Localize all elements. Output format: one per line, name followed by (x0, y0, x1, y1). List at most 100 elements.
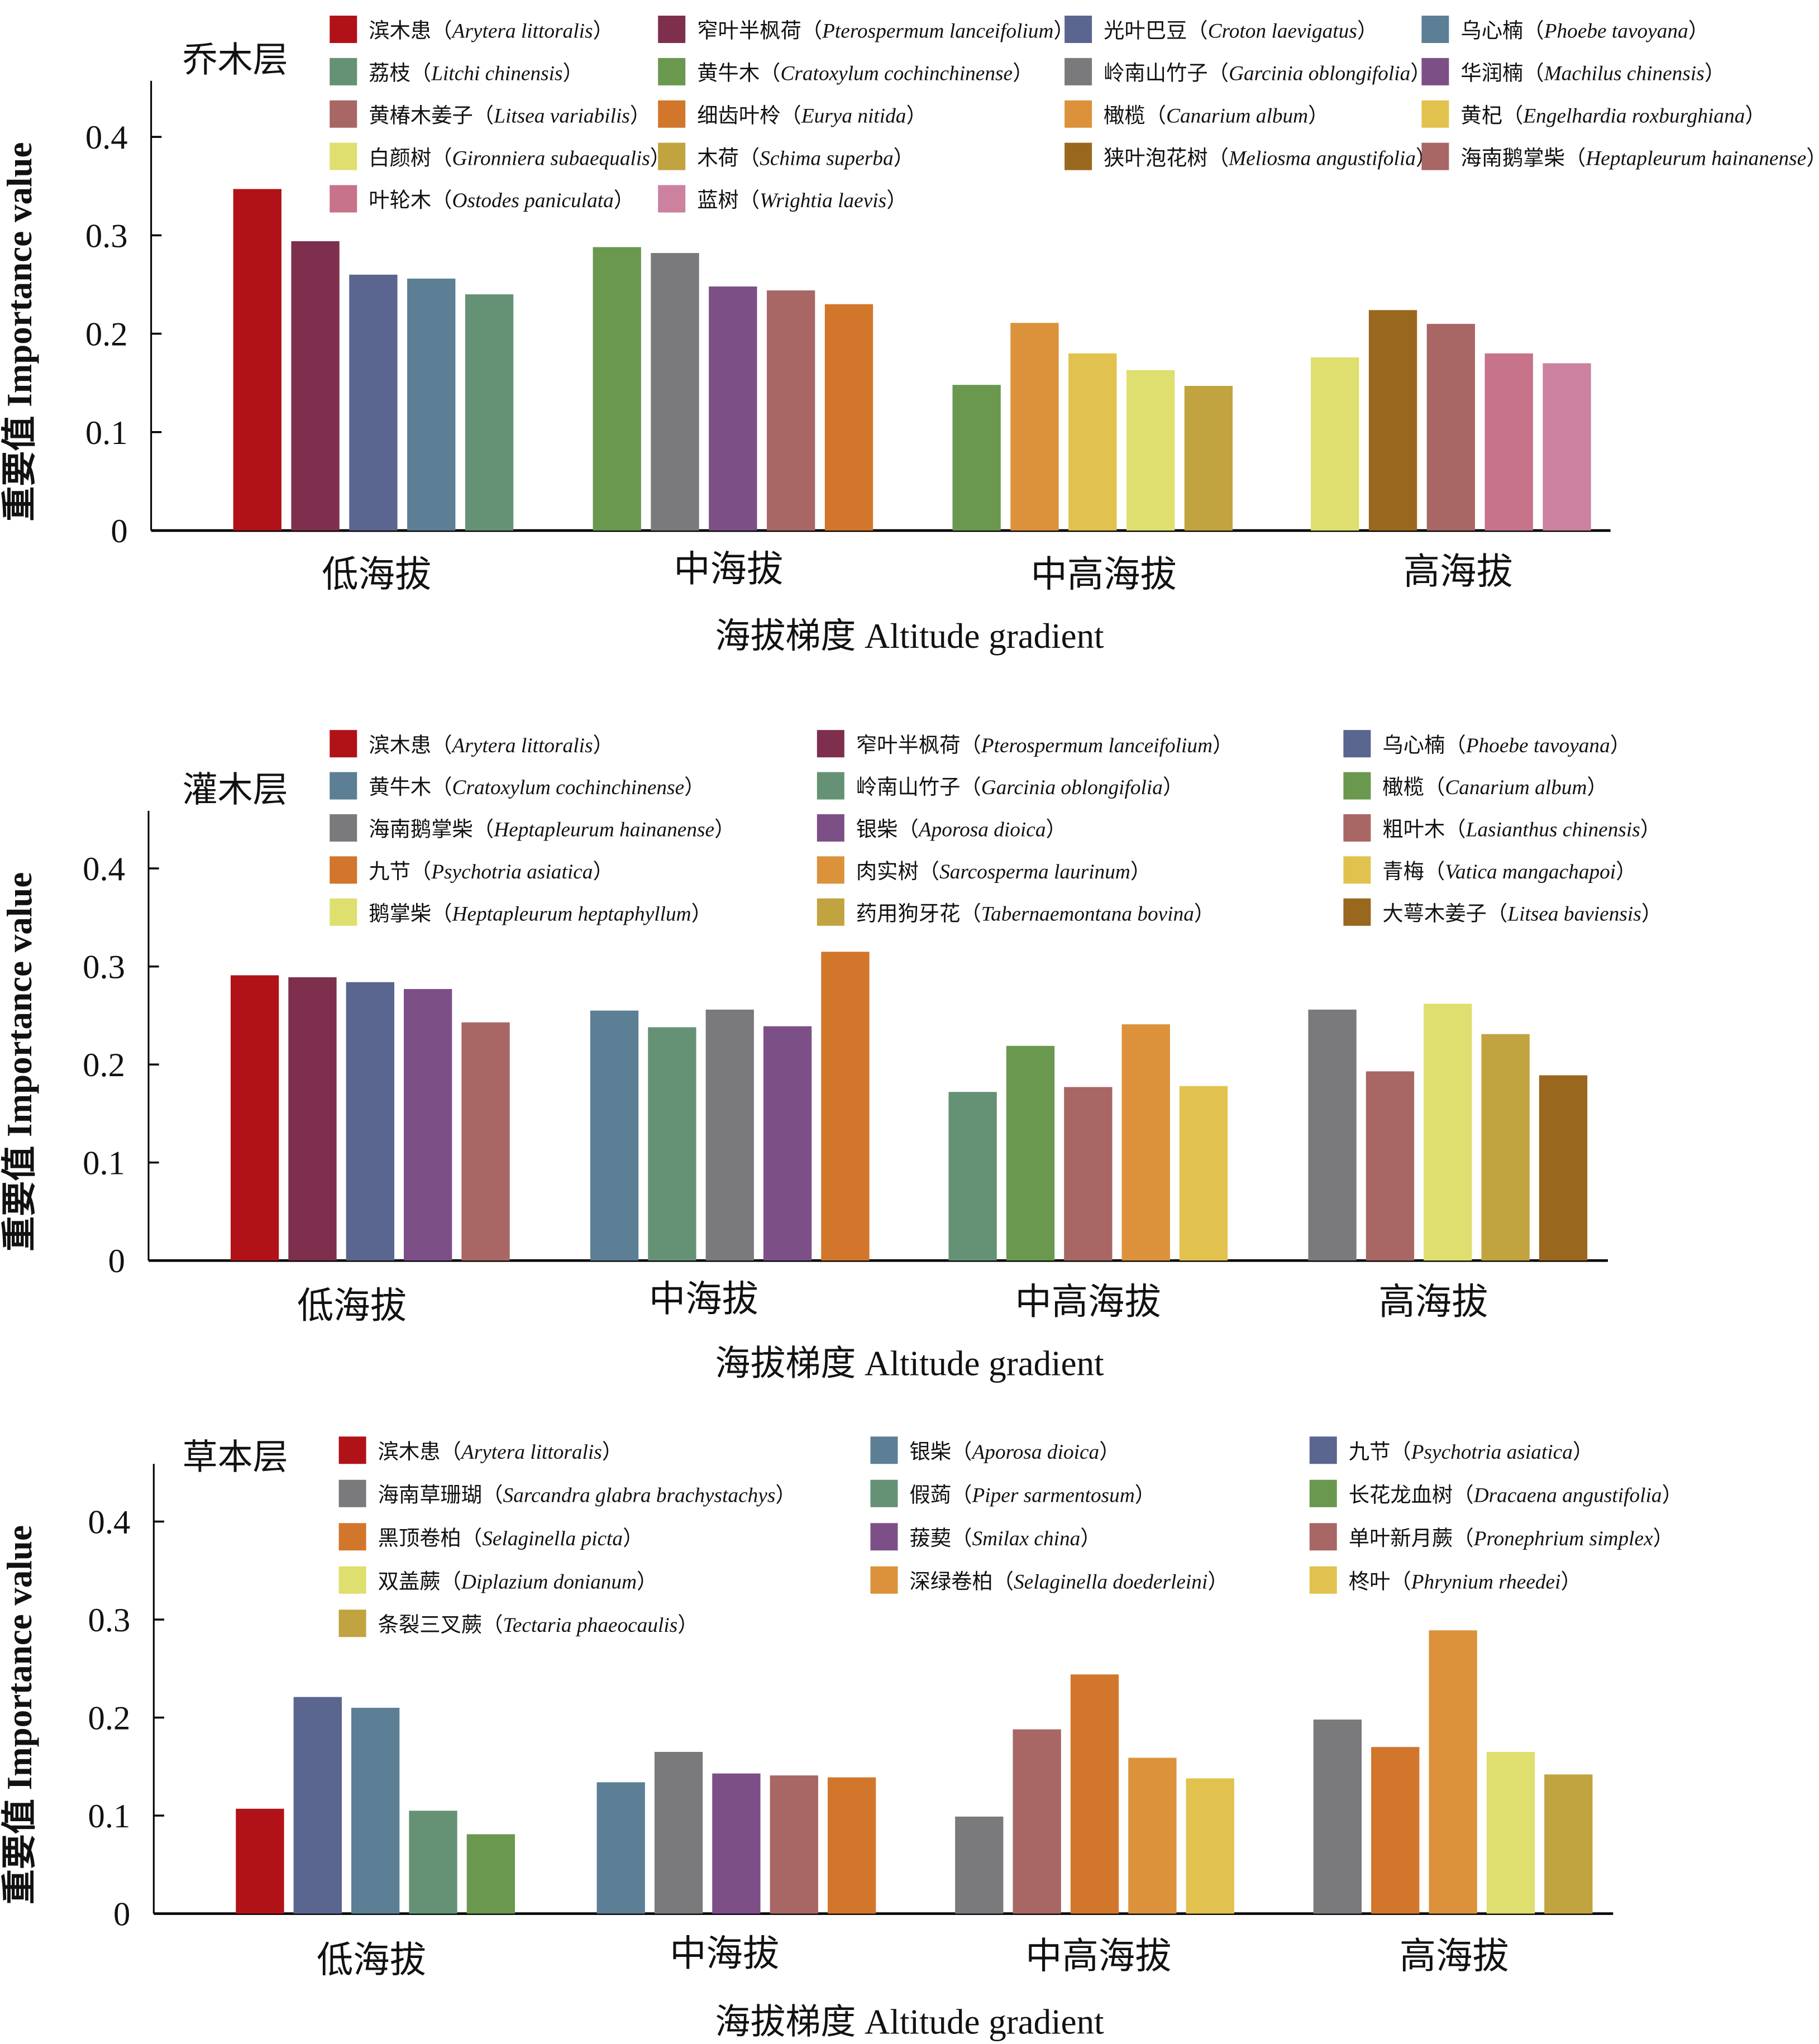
legend-cn-name: 黑顶卷柏 (378, 1527, 461, 1550)
legend-paren-close: ） (894, 147, 914, 170)
legend-cn-name: 条裂三叉蕨 (378, 1613, 483, 1637)
legend-cn-name: 岭南山竹子 (1104, 63, 1208, 85)
legend-latin-name: Arytera littoralis (460, 1441, 602, 1464)
legend-item: 深绿卷柏（Selaginella doederleini） (870, 1566, 1229, 1594)
x-axis-label: 海拔梯度 Altitude gradient (715, 2002, 1104, 2041)
legend-paren-open: （ (1145, 104, 1166, 127)
legend-paren-open: （ (993, 1570, 1014, 1593)
legend-swatch (330, 142, 357, 170)
legend-paren-close: ） (1705, 63, 1725, 85)
legend-label: 深绿卷柏（Selaginella doederleini） (910, 1570, 1229, 1593)
legend-latin-name: Litchi chinensis (431, 63, 562, 85)
legend-paren-open: （ (897, 819, 918, 842)
legend-swatch (1421, 100, 1449, 128)
legend-swatch (330, 58, 357, 85)
legend-paren-close: ） (1135, 1484, 1156, 1507)
legend-latin-name: Cratoxylum cochinchinense (781, 63, 1013, 85)
legend-label: 乌心楠（Phoebe tavoyana） (1382, 734, 1631, 757)
bar (1006, 1045, 1055, 1261)
legend-paren-close: ） (886, 189, 907, 212)
legend-paren-close: ） (1640, 819, 1661, 842)
legend-label: 银柴（Aporosa dioica） (910, 1441, 1120, 1464)
legend-paren-close: ） (563, 63, 584, 85)
legend-label: 假蒟（Piper sarmentosum） (910, 1484, 1156, 1507)
legend-paren-open: （ (1453, 1527, 1473, 1550)
legend-paren-close: ） (602, 1441, 623, 1464)
y-tick-label: 0 (108, 1243, 125, 1280)
legend-latin-name: Lasianthus chinensis (1465, 819, 1640, 842)
legend-swatch (330, 730, 357, 758)
legend-paren-close: ） (775, 1484, 796, 1507)
bar (763, 1026, 812, 1261)
bar (1010, 323, 1059, 531)
bar (291, 241, 340, 531)
legend-item: 岭南山竹子（Garcinia oblongifolia） (817, 772, 1183, 800)
legend-swatch (658, 142, 686, 170)
bar (1544, 1774, 1593, 1914)
legend-latin-name: Meliosma angustifolia (1228, 147, 1416, 170)
bar (1543, 363, 1591, 531)
legend-latin-name: Litsea variabilis (493, 104, 630, 127)
legend-latin-name: Piper sarmentosum (971, 1484, 1134, 1507)
legend-swatch (658, 100, 686, 128)
legend-label: 黑顶卷柏（Selaginella picta） (378, 1527, 644, 1550)
bar (407, 278, 456, 531)
legend-item: 海南鹅掌柴（Heptapleurum hainanense） (330, 814, 735, 842)
legend-latin-name: Arytera littoralis (451, 20, 593, 43)
legend-paren-close: ） (1662, 1484, 1683, 1507)
legend-label: 黄杞（Engelhardia roxburghiana） (1460, 104, 1765, 127)
legend-cn-name: 肉实树 (856, 860, 919, 883)
bar (233, 189, 281, 531)
x-tick-label: 高海拔 (1378, 1282, 1488, 1322)
y-tick-label: 0.3 (83, 949, 125, 986)
bar (409, 1811, 457, 1914)
legend-swatch (870, 1523, 898, 1551)
legend-latin-name: Phoebe tavoyana (1465, 734, 1610, 757)
legend-latin-name: Croton laevigatus (1208, 20, 1357, 43)
legend-cn-name: 黄椿木姜子 (369, 104, 473, 127)
y-tick-label: 0.3 (85, 217, 128, 255)
legend-paren-open: （ (1187, 20, 1207, 43)
legend-label: 乌心楠（Phoebe tavoyana） (1460, 20, 1709, 43)
y-tick-label: 0.2 (83, 1047, 125, 1084)
bar (596, 1782, 645, 1914)
bar (1013, 1729, 1061, 1914)
legend-latin-name: Selaginella picta (482, 1527, 623, 1550)
bar (236, 1808, 284, 1914)
legend-cn-name: 海南鹅掌柴 (369, 818, 473, 842)
legend-cn-name: 黄杞 (1460, 104, 1502, 127)
legend-label: 华润楠（Machilus chinensis） (1460, 62, 1725, 85)
legend-paren-close: ） (906, 104, 927, 127)
legend-paren-open: （ (1424, 861, 1445, 883)
legend-paren-open: （ (431, 776, 452, 799)
legend-item: 双盖蕨（Diplazium donianum） (338, 1566, 657, 1594)
legend-paren-open: （ (1565, 147, 1586, 170)
legend-swatch (870, 1566, 898, 1594)
layer-title: 灌木层 (183, 771, 288, 810)
legend-item: 海南鹅掌柴（Heptapleurum hainanense） (1421, 142, 1819, 170)
legend-paren-open: （ (1424, 776, 1445, 799)
legend-item: 狭叶泡花树（Meliosma angustifolia） (1064, 142, 1436, 170)
bar (349, 274, 398, 531)
y-axis-label: 重要值 Importance value (0, 1525, 39, 1904)
legend-paren-open: （ (951, 1527, 972, 1550)
legend-swatch (1309, 1479, 1337, 1507)
legend-swatch (1064, 142, 1092, 170)
legend-cn-name: 蓝树 (697, 189, 739, 212)
legend-paren-open: （ (1445, 734, 1465, 757)
legend-item: 假蒟（Piper sarmentosum） (870, 1479, 1156, 1507)
legend-label: 肉实树（Sarcosperma laurinum） (856, 860, 1151, 883)
legend-cn-name: 药用狗牙花 (856, 902, 961, 925)
legend-item: 窄叶半枫荷（Pterospermum lanceifolium） (658, 16, 1075, 44)
legend-latin-name: Smilax china (972, 1527, 1080, 1550)
legend-cn-name: 木荷 (697, 147, 739, 170)
bar (1371, 1747, 1420, 1914)
legend-paren-open: （ (960, 902, 981, 925)
legend-item: 叶轮木（Ostodes paniculata） (330, 185, 634, 213)
legend-label: 鹅掌柴（Heptapleurum heptaphyllum） (369, 902, 712, 925)
legend-paren-close: ） (1130, 861, 1151, 883)
legend-swatch (330, 16, 357, 44)
legend-label: 滨木患（Arytera littoralis） (369, 20, 614, 43)
legend-cn-name: 大萼木姜子 (1382, 902, 1487, 925)
